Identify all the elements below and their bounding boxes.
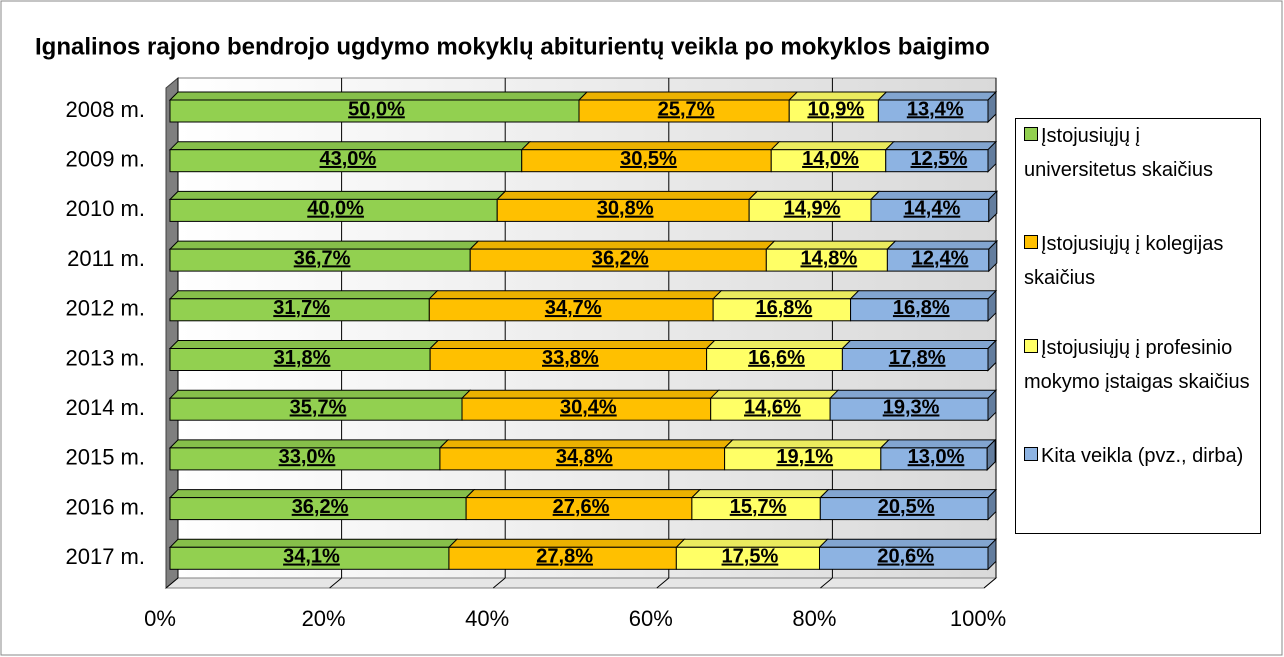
data-label: 19,1% [776,446,833,468]
legend-swatch [1024,127,1038,141]
y-tick-label: 2017 m. [66,544,146,569]
data-label: 17,8% [889,347,946,369]
data-label: 27,8% [536,546,593,568]
data-label: 31,7% [273,297,330,319]
legend-entry: Kita veikla (pvz., dirba) [1024,439,1256,473]
bar-side [987,339,997,372]
data-label: 13,0% [908,446,965,468]
data-label: 10,9% [807,98,864,120]
data-label: 14,8% [800,247,857,269]
data-label: 20,6% [877,546,934,568]
data-label: 30,8% [597,198,654,220]
legend-swatch [1024,235,1038,249]
y-tick-label: 2011 m. [67,246,145,271]
legend-entry: Įstojusiųjų į kolegijas skaičius [1024,227,1256,295]
data-label: 15,7% [730,496,787,518]
bar-side [987,538,997,571]
data-label: 12,4% [912,247,969,269]
data-label: 20,5% [878,496,935,518]
x-tick-label: 80% [792,606,836,631]
data-label: 36,2% [292,496,349,518]
data-label: 33,8% [542,347,599,369]
legend-entry: Įstojusiųjų į universitetus skaičius [1024,119,1256,187]
data-label: 30,5% [620,148,677,170]
x-tick-label: 100% [950,606,1006,631]
data-label: 13,4% [907,98,964,120]
chart-title: Ignalinos rajono bendrojo ugdymo mokyklų… [35,33,990,60]
data-label: 36,2% [592,247,649,269]
data-label: 34,7% [545,297,602,319]
data-label: 25,7% [658,98,715,120]
floor-grid-line [983,577,997,589]
floor-grid-line [492,577,506,589]
data-label: 31,8% [274,347,331,369]
legend-swatch [1024,339,1038,353]
legend: Įstojusiųjų į universitetus skaičius Įsto… [1015,118,1261,534]
floor-grid-line [820,577,833,589]
legend-label: Įstojusiųjų į profesinio mokymo įstaigas… [1024,337,1250,393]
floor-grid-line [329,577,342,589]
data-label: 27,6% [553,496,610,518]
legend-label: Įstojusiųjų į universitetus skaičius [1024,125,1213,181]
legend-entry: Įstojusiųjų į profesinio mokymo įstaigas… [1024,331,1256,399]
y-tick-label: 2008 m. [66,97,146,122]
legend-label: Kita veikla (pvz., dirba) [1041,445,1244,467]
data-label: 14,9% [784,198,841,220]
y-tick-label: 2010 m. [66,196,146,221]
floor-grid-line [165,577,179,589]
bar-side [987,140,997,173]
bar-side [987,488,997,521]
data-label: 12,5% [911,148,968,170]
bar-side [986,438,996,472]
y-tick-label: 2012 m. [66,296,146,321]
data-label: 14,4% [904,198,961,220]
y-tick-label: 2013 m. [66,345,146,370]
x-tick-label: 20% [302,606,346,631]
bar-side [987,90,997,124]
legend-swatch [1024,447,1038,461]
data-label: 16,6% [748,347,805,369]
x-tick-label: 60% [629,606,673,631]
data-label: 14,6% [744,396,801,418]
data-label: 50,0% [348,98,405,120]
data-label: 16,8% [756,297,813,319]
y-tick-label: 2014 m. [66,395,146,420]
x-tick-label: 40% [465,606,509,631]
x-tick-label: 0% [144,606,176,631]
y-tick-label: 2016 m. [66,494,146,519]
floor-grid-line [656,577,670,589]
data-label: 36,7% [294,247,351,269]
data-label: 35,7% [290,396,347,418]
data-label: 30,4% [560,396,617,418]
data-label: 16,8% [893,297,950,319]
floor [164,577,998,589]
data-label: 33,0% [279,446,336,468]
data-label: 19,3% [883,396,940,418]
bar-side [987,388,997,422]
bar-side [988,239,998,273]
data-label: 40,0% [307,198,364,220]
data-label: 34,1% [283,546,340,568]
legend-label: Įstojusiųjų į kolegijas skaičius [1024,233,1224,289]
data-label: 17,5% [722,546,779,568]
bar-side [988,190,998,223]
data-label: 43,0% [320,148,377,170]
bar-side [987,289,997,323]
data-label: 14,0% [802,148,859,170]
y-tick-label: 2015 m. [66,445,146,470]
data-label: 34,8% [556,446,613,468]
y-tick-label: 2009 m. [66,147,146,172]
